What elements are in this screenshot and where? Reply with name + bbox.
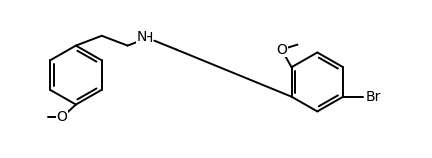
Text: O: O — [276, 43, 287, 57]
Text: H: H — [142, 31, 152, 45]
Text: O: O — [57, 110, 67, 124]
Text: N: N — [136, 30, 147, 44]
Text: Br: Br — [365, 90, 381, 104]
